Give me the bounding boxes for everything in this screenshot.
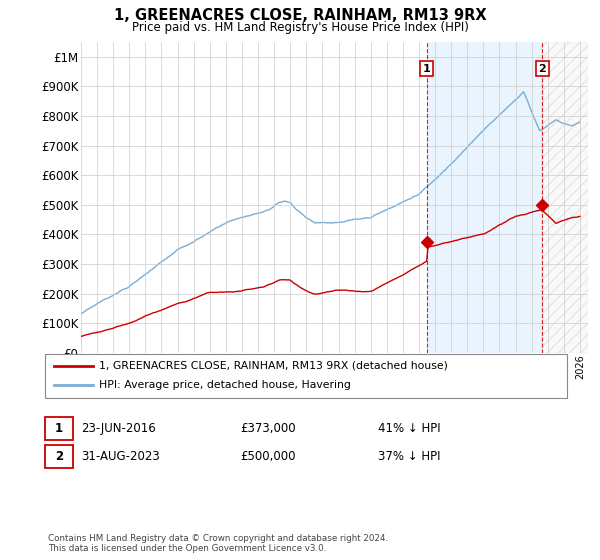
Text: Price paid vs. HM Land Registry's House Price Index (HPI): Price paid vs. HM Land Registry's House … <box>131 21 469 34</box>
Text: £373,000: £373,000 <box>240 422 296 435</box>
Text: £500,000: £500,000 <box>240 450 296 463</box>
Bar <box>427 42 542 353</box>
Text: Contains HM Land Registry data © Crown copyright and database right 2024.
This d: Contains HM Land Registry data © Crown c… <box>48 534 388 553</box>
Text: 2: 2 <box>55 450 63 463</box>
Text: 2: 2 <box>538 64 546 74</box>
Text: 1, GREENACRES CLOSE, RAINHAM, RM13 9RX: 1, GREENACRES CLOSE, RAINHAM, RM13 9RX <box>113 8 487 24</box>
Text: 1, GREENACRES CLOSE, RAINHAM, RM13 9RX (detached house): 1, GREENACRES CLOSE, RAINHAM, RM13 9RX (… <box>99 361 448 371</box>
Text: 23-JUN-2016: 23-JUN-2016 <box>81 422 156 435</box>
Text: 31-AUG-2023: 31-AUG-2023 <box>81 450 160 463</box>
Text: 41% ↓ HPI: 41% ↓ HPI <box>378 422 440 435</box>
Bar <box>542 42 588 353</box>
Text: 1: 1 <box>55 422 63 435</box>
Text: HPI: Average price, detached house, Havering: HPI: Average price, detached house, Have… <box>99 380 351 390</box>
Text: 37% ↓ HPI: 37% ↓ HPI <box>378 450 440 463</box>
Text: 1: 1 <box>423 64 431 74</box>
